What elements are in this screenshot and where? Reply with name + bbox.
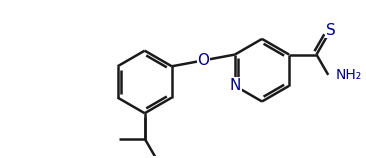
- Text: S: S: [326, 22, 336, 37]
- Text: NH₂: NH₂: [336, 68, 362, 82]
- Text: N: N: [229, 78, 240, 93]
- Text: O: O: [197, 53, 209, 68]
